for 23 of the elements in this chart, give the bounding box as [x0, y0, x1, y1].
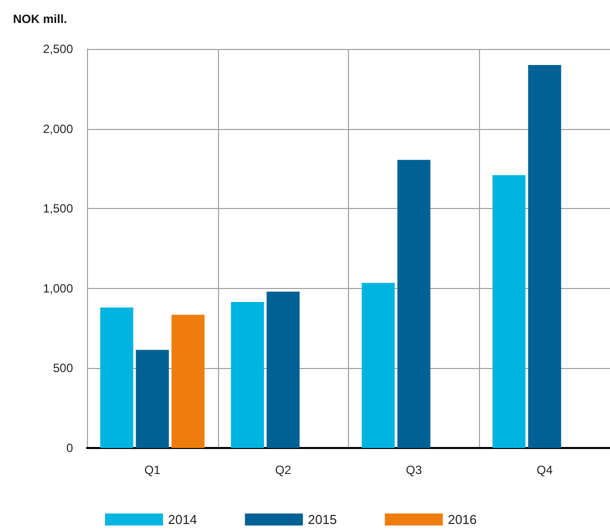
bar [136, 350, 169, 448]
bar [266, 292, 300, 448]
x-tick-label: Q2 [275, 463, 292, 477]
bar [362, 282, 395, 448]
y-tick-label: 1,000 [42, 281, 74, 296]
x-tick-label: Q3 [406, 463, 422, 477]
x-tick-label: Q1 [144, 463, 161, 477]
y-tick-label: 2,000 [42, 122, 74, 136]
legend-label: 2015 [308, 512, 337, 527]
y-axis-title: NOK mill. [13, 12, 68, 26]
y-tick-label: 1,500 [42, 202, 74, 216]
bar [100, 308, 134, 448]
y-tick-label: 2,500 [42, 42, 74, 56]
bar [528, 64, 562, 448]
legend-label: 2014 [168, 512, 197, 527]
y-tick-label: 500 [52, 361, 74, 376]
bar [172, 314, 205, 448]
y-tick-label: 0 [66, 441, 74, 455]
bar [492, 175, 526, 448]
x-tick-label: Q4 [536, 463, 553, 477]
bar [397, 160, 430, 448]
bar [230, 302, 264, 448]
legend-label: 2016 [448, 512, 477, 527]
